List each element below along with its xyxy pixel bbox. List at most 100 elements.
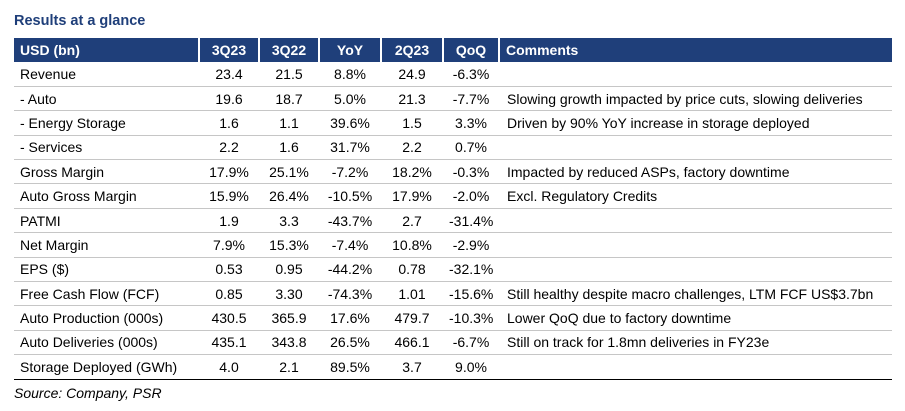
cell-3q22: 2.1 [259, 354, 319, 380]
table-row: - Auto 19.6 18.7 5.0% 21.3 -7.7% Slowing growt… [14, 86, 892, 112]
cell-3q22: 15.3% [259, 232, 319, 258]
cell-3q23: 2.2 [199, 135, 259, 161]
cell-qoq: 3.3% [443, 110, 499, 136]
cell-qoq: -6.3% [443, 62, 499, 87]
results-table: USD (bn) 3Q23 3Q22 YoY 2Q23 QoQ Comments… [14, 38, 892, 380]
header-qoq: QoQ [443, 38, 500, 62]
cell-label: Revenue [14, 62, 199, 87]
header-2q23: 2Q23 [381, 38, 444, 62]
header-3q22: 3Q22 [259, 38, 320, 62]
cell-yoy: -10.5% [319, 183, 381, 209]
cell-comment: Impacted by reduced ASPs, factory downti… [499, 159, 892, 185]
cell-2q23: 1.01 [381, 281, 443, 307]
cell-3q23: 0.53 [199, 257, 259, 283]
cell-label: - Energy Storage [14, 110, 199, 136]
cell-label: Net Margin [14, 232, 199, 258]
table-row: Revenue 23.4 21.5 8.8% 24.9 -6.3% [14, 62, 892, 87]
cell-3q23: 0.85 [199, 281, 259, 307]
cell-yoy: -44.2% [319, 257, 381, 283]
cell-label: PATMI [14, 208, 199, 234]
table-body: Revenue 23.4 21.5 8.8% 24.9 -6.3% - Auto 19.6 1… [14, 62, 892, 380]
source-note: Source: Company, PSR [14, 385, 162, 401]
header-yoy: YoY [319, 38, 382, 62]
table-row: - Services 2.2 1.6 31.7% 2.2 0.7% [14, 135, 892, 161]
cell-label: Auto Gross Margin [14, 183, 199, 209]
header-3q23: 3Q23 [199, 38, 260, 62]
cell-3q22: 0.95 [259, 257, 319, 283]
cell-3q23: 7.9% [199, 232, 259, 258]
cell-qoq: -15.6% [443, 281, 499, 307]
cell-2q23: 18.2% [381, 159, 443, 185]
cell-qoq: -0.3% [443, 159, 499, 185]
cell-2q23: 2.2 [381, 135, 443, 161]
table-row: EPS ($) 0.53 0.95 -44.2% 0.78 -32.1% [14, 257, 892, 283]
cell-comment [499, 208, 892, 234]
cell-2q23: 17.9% [381, 183, 443, 209]
cell-3q23: 1.9 [199, 208, 259, 234]
cell-3q22: 365.9 [259, 305, 319, 331]
cell-3q23: 15.9% [199, 183, 259, 209]
cell-qoq: -32.1% [443, 257, 499, 283]
cell-3q22: 26.4% [259, 183, 319, 209]
cell-comment: Slowing growth impacted by price cuts, s… [499, 86, 892, 112]
cell-comment: Still healthy despite macro challenges, … [499, 281, 892, 307]
cell-3q23: 435.1 [199, 330, 259, 356]
table-row: - Energy Storage 1.6 1.1 39.6% 1.5 3.3% Driven… [14, 110, 892, 136]
cell-yoy: 5.0% [319, 86, 381, 112]
cell-label: EPS ($) [14, 257, 199, 283]
cell-2q23: 466.1 [381, 330, 443, 356]
cell-3q23: 4.0 [199, 354, 259, 380]
cell-yoy: -7.2% [319, 159, 381, 185]
cell-yoy: 26.5% [319, 330, 381, 356]
cell-comment: Driven by 90% YoY increase in storage de… [499, 110, 892, 136]
cell-comment: Still on track for 1.8mn deliveries in F… [499, 330, 892, 356]
cell-yoy: 17.6% [319, 305, 381, 331]
table-row: Free Cash Flow (FCF) 0.85 3.30 -74.3% 1.01 -1… [14, 281, 892, 307]
cell-2q23: 479.7 [381, 305, 443, 331]
cell-yoy: 8.8% [319, 62, 381, 87]
cell-qoq: -6.7% [443, 330, 499, 356]
cell-label: Auto Production (000s) [14, 305, 199, 331]
cell-qoq: -31.4% [443, 208, 499, 234]
cell-3q23: 1.6 [199, 110, 259, 136]
cell-2q23: 10.8% [381, 232, 443, 258]
cell-3q22: 25.1% [259, 159, 319, 185]
header-comments: Comments [506, 42, 579, 58]
cell-qoq: 9.0% [443, 354, 499, 380]
table-row: Net Margin 7.9% 15.3% -7.4% 10.8% -2.9% [14, 232, 892, 258]
cell-qoq: -10.3% [443, 305, 499, 331]
table-row: Gross Margin 17.9% 25.1% -7.2% 18.2% -0.3% Imp… [14, 159, 892, 185]
cell-3q23: 19.6 [199, 86, 259, 112]
cell-qoq: -2.0% [443, 183, 499, 209]
cell-label: - Services [14, 135, 199, 161]
cell-yoy: -7.4% [319, 232, 381, 258]
cell-yoy: -74.3% [319, 281, 381, 307]
cell-comment [499, 135, 892, 161]
cell-qoq: 0.7% [443, 135, 499, 161]
cell-2q23: 1.5 [381, 110, 443, 136]
cell-2q23: 2.7 [381, 208, 443, 234]
cell-3q22: 21.5 [259, 62, 319, 87]
table-row: PATMI 1.9 3.3 -43.7% 2.7 -31.4% [14, 208, 892, 234]
cell-comment: Excl. Regulatory Credits [499, 183, 892, 209]
cell-yoy: -43.7% [319, 208, 381, 234]
cell-yoy: 39.6% [319, 110, 381, 136]
cell-comment [499, 354, 892, 380]
table-header-row: USD (bn) 3Q23 3Q22 YoY 2Q23 QoQ Comments [14, 38, 892, 62]
cell-label: Auto Deliveries (000s) [14, 330, 199, 356]
cell-3q22: 1.6 [259, 135, 319, 161]
cell-3q22: 18.7 [259, 86, 319, 112]
cell-label: - Auto [14, 86, 199, 112]
cell-3q23: 23.4 [199, 62, 259, 87]
table-row: Storage Deployed (GWh) 4.0 2.1 89.5% 3.7 9.0% [14, 354, 892, 380]
cell-2q23: 21.3 [381, 86, 443, 112]
cell-label: Free Cash Flow (FCF) [14, 281, 199, 307]
cell-3q22: 3.30 [259, 281, 319, 307]
cell-comment [499, 257, 892, 283]
cell-label: Gross Margin [14, 159, 199, 185]
cell-3q22: 1.1 [259, 110, 319, 136]
cell-comment [499, 232, 892, 258]
cell-yoy: 31.7% [319, 135, 381, 161]
cell-2q23: 24.9 [381, 62, 443, 87]
cell-comment: Lower QoQ due to factory downtime [499, 305, 892, 331]
